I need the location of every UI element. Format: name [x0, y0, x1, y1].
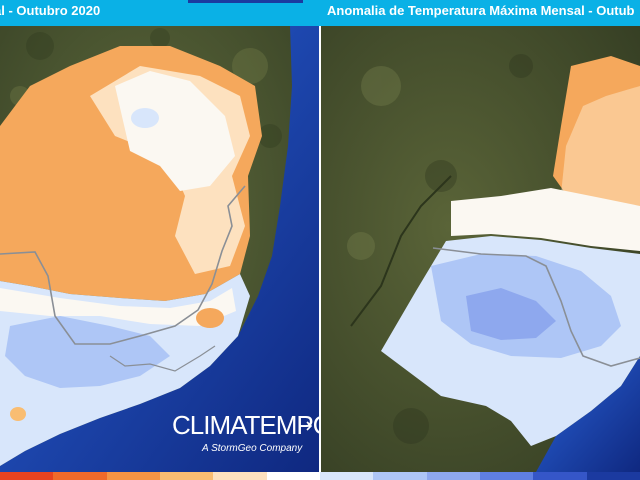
color-scale-swatch [213, 472, 267, 480]
land-texture [347, 54, 533, 444]
color-scale-swatch [0, 472, 54, 480]
ocean [536, 356, 640, 472]
color-scale-swatch [479, 472, 534, 480]
anomaly-cool-spot [131, 108, 159, 128]
anomaly-neutral-region [115, 71, 235, 191]
color-scale-swatch [266, 472, 320, 480]
color-scale-swatch [159, 472, 214, 480]
logo-wordmark: CLIMATEMPO [172, 410, 319, 440]
anomaly-neutral-region [451, 188, 640, 251]
state-border [0, 185, 246, 345]
color-scale-swatch [106, 472, 160, 480]
anomaly-strong-cool-region [5, 316, 170, 388]
logo-tagline: A StormGeo Company [202, 443, 303, 454]
left-map-graphic [0, 26, 319, 472]
right-map-graphic [321, 26, 640, 472]
anomaly-strong-cool-region [466, 288, 556, 340]
color-scale-swatch [53, 472, 107, 480]
title-bar: al - Outubro 2020 Anomalia de Temperatur… [0, 0, 640, 26]
color-scale-swatch [426, 472, 480, 480]
color-scale-swatch [373, 472, 427, 480]
logo-arrow-icon [301, 421, 312, 431]
right-map-title: Anomalia de Temperatura Máxima Mensal - … [327, 3, 635, 18]
color-scale-swatch [586, 472, 640, 480]
state-border [432, 247, 640, 367]
color-scale-swatch [319, 472, 374, 480]
right-anomaly-map [321, 26, 640, 472]
anomaly-color-scale [0, 472, 640, 480]
anomaly-warm-spot [196, 308, 224, 328]
river [350, 175, 452, 327]
color-scale-swatch [533, 472, 587, 480]
left-anomaly-map: CLIMATEMPO A StormGeo Company [0, 26, 319, 472]
panel-divider [319, 26, 321, 472]
coastline-border [109, 345, 216, 372]
climatempo-logo: CLIMATEMPO A StormGeo Company [172, 411, 319, 461]
anomaly-neutral-band [0, 288, 236, 326]
top-tab-indicator [188, 0, 303, 3]
left-map-title: al - Outubro 2020 [0, 3, 101, 18]
anomaly-warm-small-spot [10, 407, 26, 421]
